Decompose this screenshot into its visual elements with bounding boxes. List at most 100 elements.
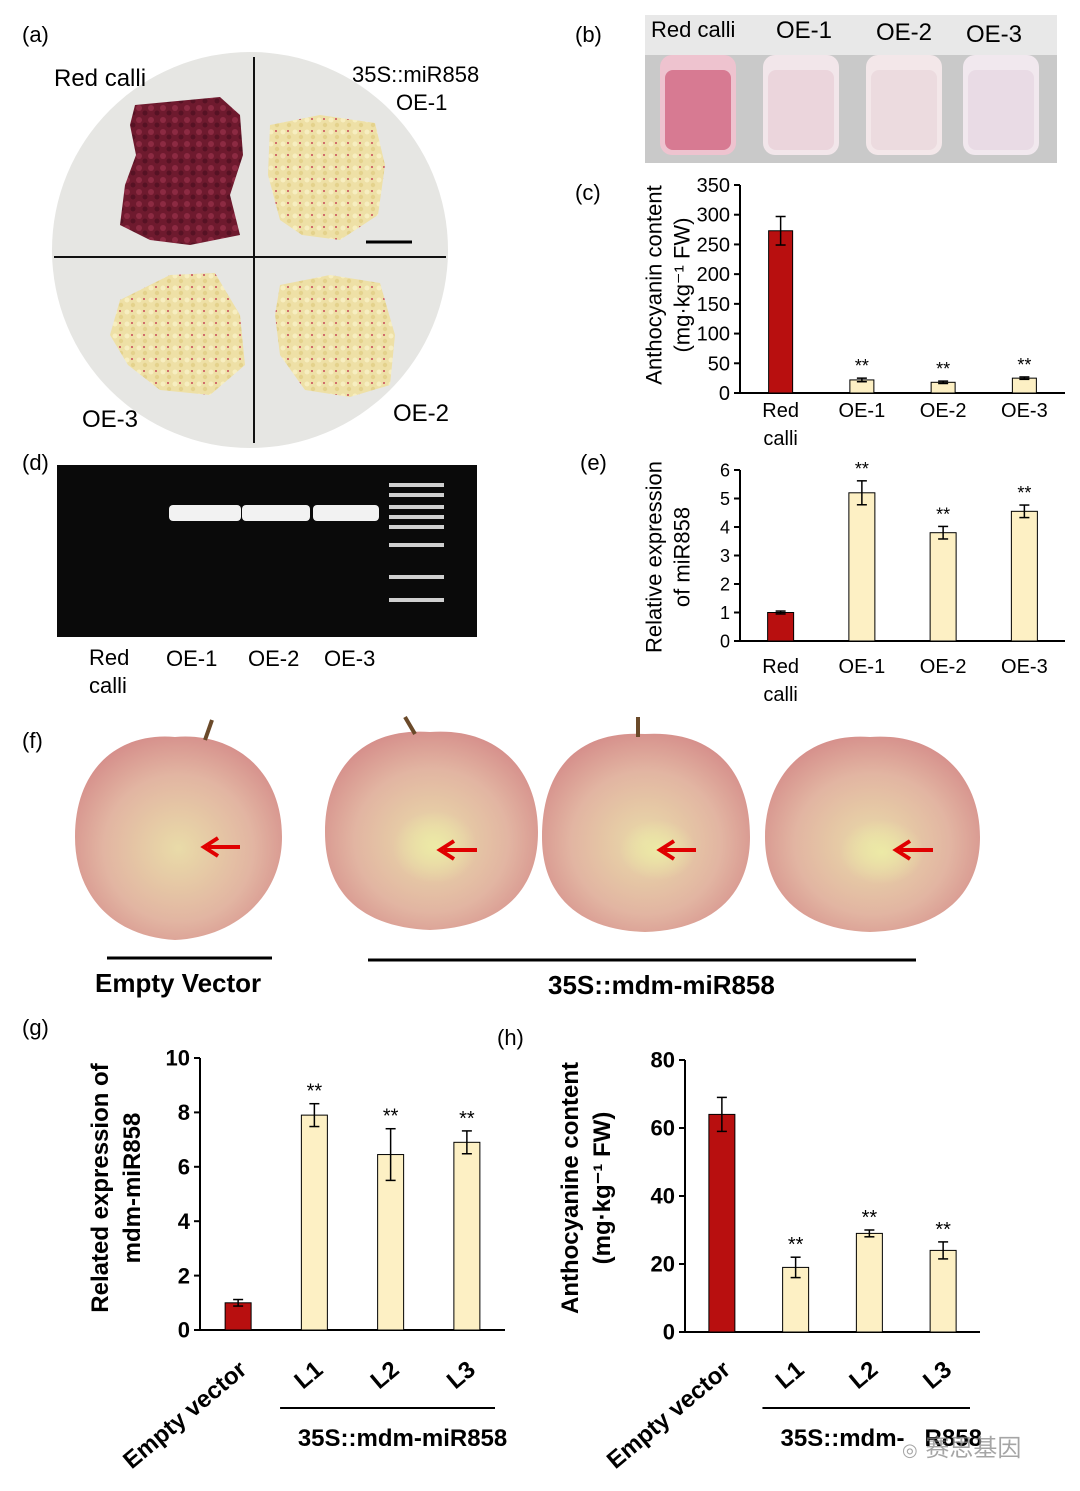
significance-label: ** bbox=[936, 359, 950, 379]
y-tick-label: 250 bbox=[697, 234, 730, 256]
significance-label: ** bbox=[935, 1219, 951, 1241]
gel-lane-label-oe3: OE-3 bbox=[324, 646, 376, 671]
x-tick-label: OE-3 bbox=[1001, 656, 1048, 678]
arrow-apple-4 bbox=[892, 839, 933, 861]
bar bbox=[224, 1302, 252, 1331]
red-calli-mass bbox=[120, 97, 243, 245]
y-tick-label: 6 bbox=[720, 460, 730, 480]
y-tick-label: 5 bbox=[720, 489, 730, 509]
apple-empty-vector bbox=[75, 719, 282, 940]
y-tick-label: 0 bbox=[178, 1318, 190, 1343]
x-tick-label: L3 bbox=[918, 1356, 957, 1395]
arrow-apple-3 bbox=[656, 839, 696, 861]
x-tick-label: OE-2 bbox=[920, 400, 967, 422]
panel-label-h: (h) bbox=[497, 1025, 524, 1050]
calli-dish-photo bbox=[52, 52, 448, 448]
y-tick-label: 80 bbox=[651, 1048, 675, 1073]
x-tick-label: L2 bbox=[366, 1356, 405, 1395]
petri-dish bbox=[52, 52, 448, 448]
gel-band-oe2 bbox=[242, 505, 310, 521]
y-axis-label: Relative expression bbox=[642, 461, 667, 653]
x-tick-label: Red bbox=[762, 400, 799, 422]
gel-lane-label-oe1: OE-1 bbox=[166, 646, 218, 671]
bar bbox=[1011, 377, 1037, 394]
significance-label: ** bbox=[1017, 355, 1031, 375]
gel-lane-label-oe2: OE-2 bbox=[248, 646, 300, 671]
bar bbox=[929, 532, 957, 642]
x-tick-label: Red bbox=[762, 656, 799, 678]
gel-lane-label-red: Red bbox=[89, 645, 130, 670]
significance-label: ** bbox=[383, 1106, 399, 1128]
y-axis-label: (mg·kg⁻¹ FW) bbox=[670, 217, 695, 352]
chart-c-anthocyanin-calli: 0 50 100 150 200 250 300 350 Anthocyanin content… bbox=[642, 175, 1065, 450]
bar bbox=[300, 1114, 328, 1331]
y-tick-label: 150 bbox=[697, 294, 730, 316]
y-tick-label: 4 bbox=[178, 1209, 191, 1234]
watermark-text: 赛思基因 bbox=[925, 1434, 1022, 1462]
apple-mir858-2 bbox=[542, 717, 750, 932]
y-tick-label: 200 bbox=[697, 264, 730, 286]
y-tick-label: 6 bbox=[178, 1155, 190, 1180]
x-tick-label: OE-1 bbox=[839, 656, 886, 678]
bar bbox=[855, 1232, 883, 1333]
x-tick-label: OE-1 bbox=[839, 400, 886, 422]
y-tick-label: 300 bbox=[697, 205, 730, 227]
tube-label-oe3: OE-3 bbox=[966, 21, 1023, 48]
x-tick-label: L3 bbox=[442, 1356, 481, 1395]
gel-photo bbox=[57, 465, 477, 637]
arrow-apple-1 bbox=[200, 836, 240, 858]
y-tick-label: 100 bbox=[697, 324, 730, 346]
tube-label-oe1: OE-1 bbox=[776, 17, 833, 44]
group-label: 35S::mdm-miR858 bbox=[298, 1425, 507, 1452]
y-tick-label: 0 bbox=[663, 1320, 675, 1345]
bar bbox=[377, 1154, 405, 1331]
x-tick-label: calli bbox=[763, 684, 797, 706]
panel-label-b: (b) bbox=[575, 22, 602, 47]
label-oe2-dish: OE-2 bbox=[393, 400, 450, 427]
y-tick-label: 3 bbox=[720, 546, 730, 566]
x-tick-label: L1 bbox=[289, 1356, 328, 1395]
gel-ladder bbox=[389, 483, 444, 602]
y-axis-label: of miR858 bbox=[670, 507, 695, 607]
bar bbox=[929, 1249, 957, 1333]
y-tick-label: 2 bbox=[178, 1263, 190, 1288]
y-axis-label: Related expression of bbox=[87, 1062, 114, 1312]
y-tick-label: 4 bbox=[720, 517, 730, 537]
y-tick-label: 0 bbox=[720, 631, 730, 651]
watermark: ◎ 赛思基因 bbox=[902, 1428, 1021, 1463]
label-oe3-dish: OE-3 bbox=[82, 406, 139, 433]
tubes-photo bbox=[645, 15, 1057, 163]
apple-mir858-1 bbox=[325, 715, 538, 930]
significance-label: ** bbox=[936, 504, 950, 524]
bar bbox=[768, 230, 794, 394]
label-35s-mir858: 35S::miR858 bbox=[352, 62, 480, 87]
tube-label-red-calli: Red calli bbox=[651, 17, 736, 42]
group-label: 35S::mdm- R858 bbox=[781, 1425, 982, 1452]
tube-oe3 bbox=[963, 55, 1039, 155]
bar bbox=[767, 612, 795, 642]
y-tick-label: 2 bbox=[720, 574, 730, 594]
panel-label-f: (f) bbox=[22, 728, 43, 753]
apples-photo bbox=[75, 715, 980, 962]
y-tick-label: 8 bbox=[178, 1100, 190, 1125]
x-tick-label: L2 bbox=[844, 1356, 883, 1395]
gel-band-oe3 bbox=[313, 505, 379, 521]
significance-label: ** bbox=[788, 1234, 804, 1256]
y-tick-label: 50 bbox=[708, 353, 730, 375]
x-tick-label: L1 bbox=[771, 1356, 810, 1395]
y-tick-label: 60 bbox=[651, 1116, 675, 1141]
apple-group-mir858: 35S::mdm-miR858 bbox=[548, 970, 775, 1000]
panel-label-d: (d) bbox=[22, 450, 49, 475]
x-tick-label: Empty vector bbox=[118, 1356, 252, 1474]
y-tick-label: 20 bbox=[651, 1252, 675, 1277]
tube-oe2 bbox=[866, 55, 942, 155]
watermark-icon: ◎ bbox=[902, 1440, 918, 1461]
panel-label-g: (g) bbox=[22, 1015, 49, 1040]
bar bbox=[848, 492, 876, 642]
y-tick-label: 10 bbox=[166, 1046, 190, 1071]
apple-group-empty-vector: Empty Vector bbox=[95, 968, 262, 998]
chart-g-mdm-mir858-expression: 0 2 4 6 8 10 Related expression of mdm-miR858 Em… bbox=[87, 1046, 507, 1475]
significance-label: ** bbox=[459, 1108, 475, 1130]
bar bbox=[1010, 510, 1038, 642]
chart-h-anthocyanin-fruit: 0 20 40 60 80 Anthocyanine content (mg·kg⁻¹ FW… bbox=[557, 1048, 982, 1475]
